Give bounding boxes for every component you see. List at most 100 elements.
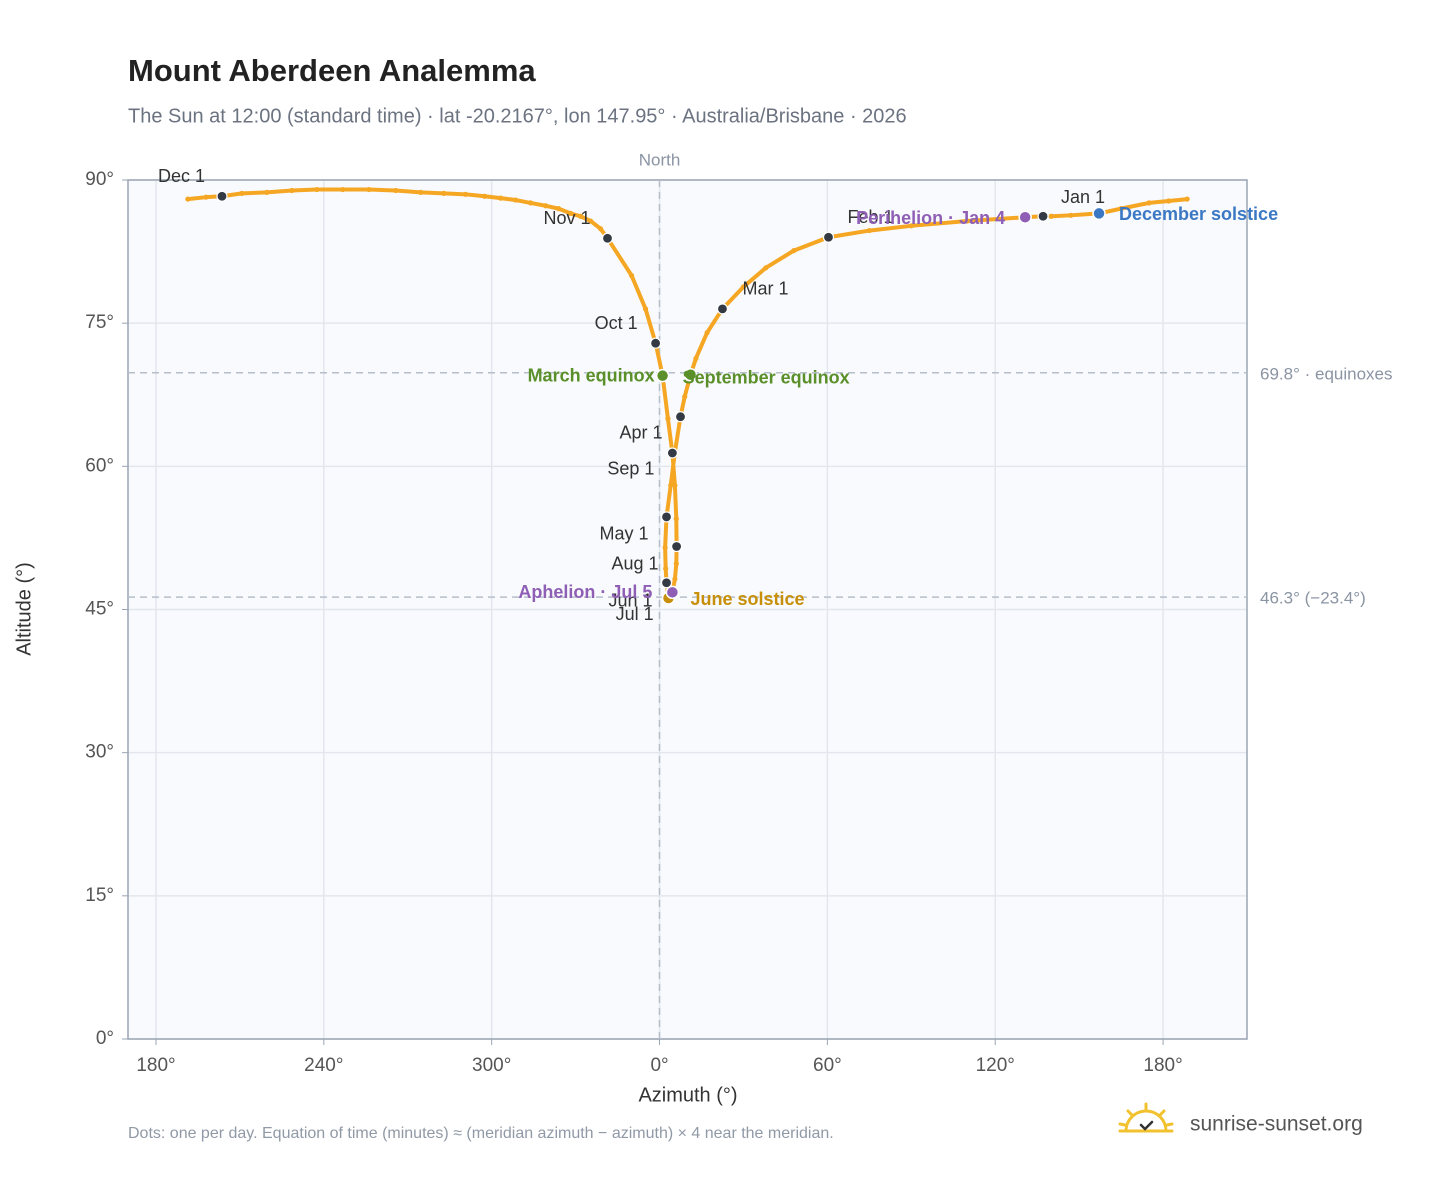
y-tick-label: 0°: [96, 1028, 114, 1049]
day-dot: [314, 186, 320, 193]
month-label: Dec 1: [158, 166, 205, 186]
month-dot: [660, 511, 673, 523]
brand-name: sunrise-sunset.org: [1190, 1113, 1363, 1136]
event-label: June solstice: [690, 589, 804, 609]
event-label: December solstice: [1119, 204, 1278, 224]
y-tick-label: 15°: [85, 885, 114, 906]
day-dot: [665, 416, 671, 422]
day-dot: [668, 482, 674, 489]
day-dot: [527, 200, 534, 206]
day-dot: [673, 516, 679, 522]
day-dot: [791, 248, 797, 254]
month-dot: [666, 447, 678, 459]
brand-logo: [1118, 1102, 1174, 1133]
event-label: September equinox: [683, 367, 850, 387]
event-dot: [683, 367, 698, 382]
day-dot: [366, 186, 372, 193]
day-dot: [185, 196, 191, 202]
day-dot: [513, 197, 519, 203]
day-dot: [740, 284, 747, 290]
day-dot: [908, 223, 914, 229]
day-dot: [340, 186, 346, 193]
day-dot: [672, 576, 678, 582]
event-dot: [665, 585, 680, 600]
month-label: Jan 1: [1061, 187, 1105, 207]
x-tick-label: 0°: [650, 1055, 668, 1076]
reference-label: 46.3° (−23.4°): [1260, 589, 1366, 608]
event-label: Perihelion · Jan 4: [856, 208, 1005, 228]
day-dot: [264, 189, 270, 196]
day-dot: [555, 206, 562, 212]
day-dot: [239, 190, 245, 196]
day-dot: [1068, 212, 1074, 218]
day-dot: [1184, 196, 1190, 202]
day-dot: [289, 187, 295, 194]
y-tick-label: 45°: [85, 599, 114, 620]
y-tick-label: 30°: [85, 742, 114, 763]
day-dot: [588, 218, 594, 224]
x-axis-label: Azimuth (°): [638, 1084, 737, 1106]
day-dot: [662, 544, 668, 551]
day-dot: [418, 189, 424, 196]
x-tick-label: 300°: [472, 1055, 511, 1076]
day-dot: [763, 265, 769, 271]
meridian-label: North: [639, 150, 681, 169]
plot-border: [127, 179, 1248, 1040]
month-label: Aug 1: [612, 553, 659, 573]
day-dot: [642, 306, 649, 312]
day-dot: [482, 193, 488, 199]
footnote: Dots: one per day. Equation of time (min…: [128, 1125, 834, 1142]
x-tick-label: 240°: [304, 1055, 343, 1076]
day-dot: [1118, 206, 1124, 212]
month-label: Feb 1: [847, 207, 893, 227]
month-label: Jun 1: [608, 591, 652, 611]
event-dot: [655, 368, 670, 383]
month-dot: [670, 540, 683, 553]
y-tick-label: 60°: [85, 455, 114, 476]
y-tick-label: 90°: [85, 169, 114, 190]
day-dot: [441, 190, 447, 196]
month-label: Jul 1: [616, 604, 654, 624]
day-dot: [1166, 198, 1172, 204]
day-dot: [628, 272, 635, 279]
month-dot: [216, 190, 228, 202]
month-dot: [1037, 210, 1049, 222]
day-dot: [1048, 213, 1054, 219]
day-dot: [704, 330, 710, 336]
event-label: March equinox: [528, 365, 655, 385]
day-dot: [682, 394, 688, 400]
day-dot: [597, 226, 604, 232]
day-dot: [463, 191, 469, 197]
day-dot: [1146, 200, 1152, 206]
day-dot: [543, 203, 549, 209]
month-dot: [650, 337, 662, 349]
day-dot: [567, 210, 574, 217]
x-tick-label: 180°: [136, 1055, 175, 1076]
x-tick-label: 180°: [1143, 1055, 1182, 1076]
month-dot: [822, 231, 835, 243]
x-tick-label: 60°: [813, 1055, 842, 1076]
day-dot: [393, 187, 399, 194]
month-label: Oct 1: [595, 313, 638, 333]
x-tick-label: 120°: [976, 1055, 1015, 1076]
event-label: Aphelion · Jul 5: [518, 582, 652, 602]
y-axis-label: Altitude (°): [13, 562, 35, 656]
chart-title: Mount Aberdeen Analemma: [128, 53, 536, 88]
day-dot: [663, 565, 669, 572]
y-tick-label: 75°: [85, 312, 114, 333]
day-dot: [673, 561, 679, 567]
day-dot: [866, 227, 872, 234]
day-dot: [693, 355, 699, 362]
event-dot: [1018, 210, 1032, 224]
month-dot: [601, 232, 614, 244]
month-label: May 1: [599, 524, 648, 544]
day-dot: [498, 195, 504, 201]
month-dot: [716, 303, 729, 315]
event-dot: [1092, 206, 1106, 221]
month-label: Sep 1: [607, 459, 654, 479]
month-label: Apr 1: [619, 422, 662, 442]
day-dot: [964, 218, 970, 224]
month-dot: [674, 411, 687, 423]
month-dot: [660, 577, 673, 589]
